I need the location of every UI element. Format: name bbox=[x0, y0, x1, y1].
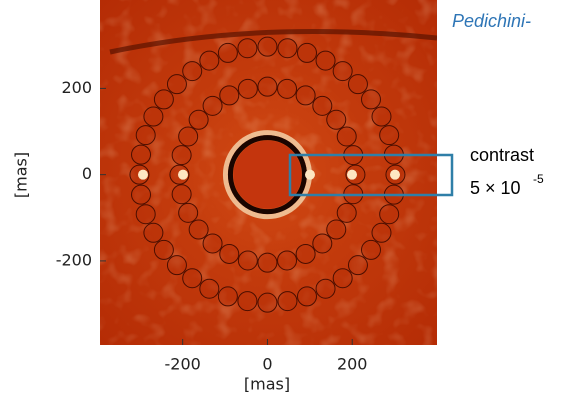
ring-aperture bbox=[183, 269, 202, 288]
ring-aperture bbox=[297, 43, 316, 62]
ring-aperture bbox=[380, 126, 399, 145]
ring-aperture bbox=[218, 287, 237, 306]
ring-aperture bbox=[154, 90, 173, 109]
ring-aperture bbox=[167, 75, 186, 94]
ring-aperture bbox=[179, 127, 198, 146]
ring-aperture bbox=[218, 43, 237, 62]
ring-aperture bbox=[258, 77, 277, 96]
ring-aperture bbox=[361, 240, 380, 259]
ring-aperture bbox=[172, 185, 191, 204]
bright-spot bbox=[305, 170, 315, 180]
ring-aperture bbox=[337, 127, 356, 146]
ring-aperture bbox=[380, 205, 399, 224]
ring-aperture bbox=[238, 79, 257, 98]
ring-aperture bbox=[132, 185, 151, 204]
bright-spot bbox=[347, 170, 357, 180]
bright-spot bbox=[178, 170, 188, 180]
chart: Pedichini- contrast 5 × 10 -5 [mas] [mas… bbox=[0, 0, 572, 401]
y-tick-label: 0 bbox=[82, 164, 92, 183]
ring-aperture bbox=[200, 51, 219, 70]
ring-aperture bbox=[144, 107, 163, 126]
ring-aperture bbox=[333, 62, 352, 81]
ring-aperture bbox=[258, 293, 277, 312]
y-tick-label: -200 bbox=[56, 250, 92, 269]
ring-aperture bbox=[316, 279, 335, 298]
ring-aperture bbox=[179, 203, 198, 222]
ring-aperture bbox=[220, 86, 239, 105]
ring-aperture bbox=[238, 39, 257, 58]
ring-aperture bbox=[238, 292, 257, 311]
x-axis-label: [mas] bbox=[244, 375, 290, 394]
ring-aperture bbox=[327, 110, 346, 129]
chart-title: Pedichini- bbox=[452, 11, 531, 31]
ring-aperture bbox=[316, 51, 335, 70]
ring-aperture bbox=[278, 292, 297, 311]
ring-aperture bbox=[372, 223, 391, 242]
ring-aperture bbox=[313, 234, 332, 253]
ring-aperture bbox=[313, 96, 332, 115]
ring-aperture bbox=[278, 79, 297, 98]
x-tick-label: -200 bbox=[165, 355, 201, 374]
y-tick-label: 200 bbox=[61, 78, 92, 97]
ring-aperture bbox=[167, 256, 186, 275]
ring-aperture bbox=[296, 86, 315, 105]
ring-aperture bbox=[348, 75, 367, 94]
ring-aperture bbox=[278, 39, 297, 58]
ring-aperture bbox=[220, 244, 239, 263]
ring-aperture bbox=[132, 145, 151, 164]
ring-aperture bbox=[348, 256, 367, 275]
ring-aperture bbox=[337, 203, 356, 222]
ring-aperture bbox=[183, 62, 202, 81]
annotation-exponent: -5 bbox=[533, 172, 544, 186]
annotation-value: 5 × 10 bbox=[470, 178, 521, 198]
ring-aperture bbox=[327, 220, 346, 239]
image bbox=[100, 0, 437, 345]
bright-spot bbox=[138, 170, 148, 180]
ring-aperture bbox=[238, 251, 257, 270]
ring-aperture bbox=[189, 220, 208, 239]
ring-aperture bbox=[372, 107, 391, 126]
ring-aperture bbox=[154, 240, 173, 259]
ring-aperture bbox=[278, 251, 297, 270]
ring-aperture bbox=[297, 287, 316, 306]
ring-aperture bbox=[203, 96, 222, 115]
ring-aperture bbox=[258, 253, 277, 272]
bright-spot bbox=[390, 170, 400, 180]
ring-aperture bbox=[203, 234, 222, 253]
ring-aperture bbox=[258, 37, 277, 56]
ring-aperture bbox=[296, 244, 315, 263]
ring-aperture bbox=[136, 205, 155, 224]
y-axis-label: [mas] bbox=[12, 152, 31, 198]
ring-aperture bbox=[172, 146, 191, 165]
ring-aperture bbox=[144, 223, 163, 242]
annotation: contrast bbox=[470, 145, 534, 165]
ring-aperture bbox=[361, 90, 380, 109]
ring-aperture bbox=[333, 269, 352, 288]
x-tick-label: 200 bbox=[337, 355, 368, 374]
x-tick-label: 0 bbox=[262, 355, 272, 374]
ring-aperture bbox=[136, 126, 155, 145]
ring-aperture bbox=[200, 279, 219, 298]
ring-aperture bbox=[189, 110, 208, 129]
